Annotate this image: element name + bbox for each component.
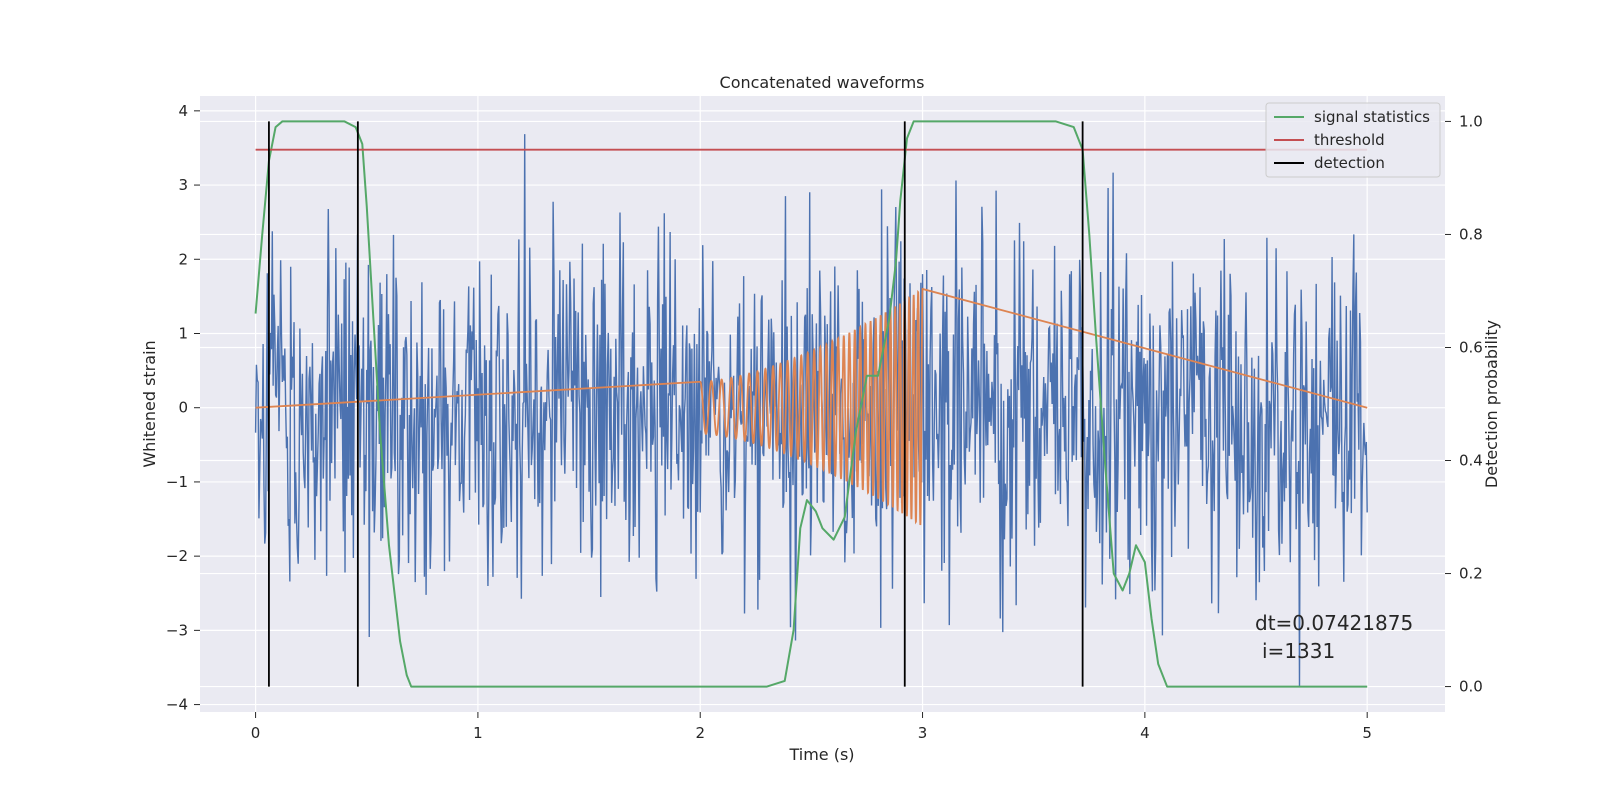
chart-title: Concatenated waveforms [720, 73, 925, 92]
ticks [194, 110, 1451, 718]
legend-box [1265, 102, 1441, 178]
x-tick-label: 2 [695, 724, 705, 742]
tick-labels: 0 1 2 3 4 5 4 3 2 1 0 −1 −2 −3 −4 1.0 0.8 0.6 0.4 0.2 0.0 [166, 102, 1483, 742]
y2-tick-label: 0.0 [1459, 678, 1483, 696]
y2-tick-label: 0.4 [1459, 452, 1483, 470]
x-axis-label: Time (s) [788, 745, 854, 764]
series-line-strain [254, 134, 1368, 687]
plot-area [254, 120, 1368, 688]
y-tick-label: −2 [166, 547, 188, 565]
y-tick-label: −1 [166, 473, 188, 491]
y2-tick-label: 0.8 [1459, 225, 1483, 243]
y-tick-label: −4 [166, 696, 188, 714]
legend: signal statistics threshold detection [1265, 102, 1441, 178]
y-tick-label: 4 [178, 102, 188, 120]
y2-tick-label: 0.6 [1459, 338, 1483, 356]
y-tick-label: 3 [178, 176, 188, 194]
y-axis-label: Whitened strain [140, 340, 159, 467]
legend-entry: detection [1314, 154, 1385, 172]
x-tick-label: 0 [251, 724, 261, 742]
y2-tick-label: 1.0 [1459, 112, 1483, 130]
y2-axis-label: Detection probability [1482, 320, 1501, 488]
y2-tick-label: 0.2 [1459, 565, 1483, 583]
y-tick-label: 0 [178, 399, 188, 417]
annotation-i: i=1331 [1262, 639, 1335, 663]
x-tick-label: 3 [918, 724, 928, 742]
x-tick-label: 4 [1140, 724, 1150, 742]
annotation-dt: dt=0.07421875 [1255, 611, 1413, 635]
legend-entry: signal statistics [1314, 108, 1430, 126]
legend-entry: threshold [1314, 131, 1385, 149]
series-line-signal-statistics [254, 120, 1368, 688]
series-line-injected [255, 287, 1368, 526]
y-tick-label: −3 [166, 621, 188, 639]
y-tick-label: 1 [178, 324, 188, 342]
y-tick-label: 2 [178, 250, 188, 268]
x-tick-label: 5 [1362, 724, 1372, 742]
x-tick-label: 1 [473, 724, 483, 742]
